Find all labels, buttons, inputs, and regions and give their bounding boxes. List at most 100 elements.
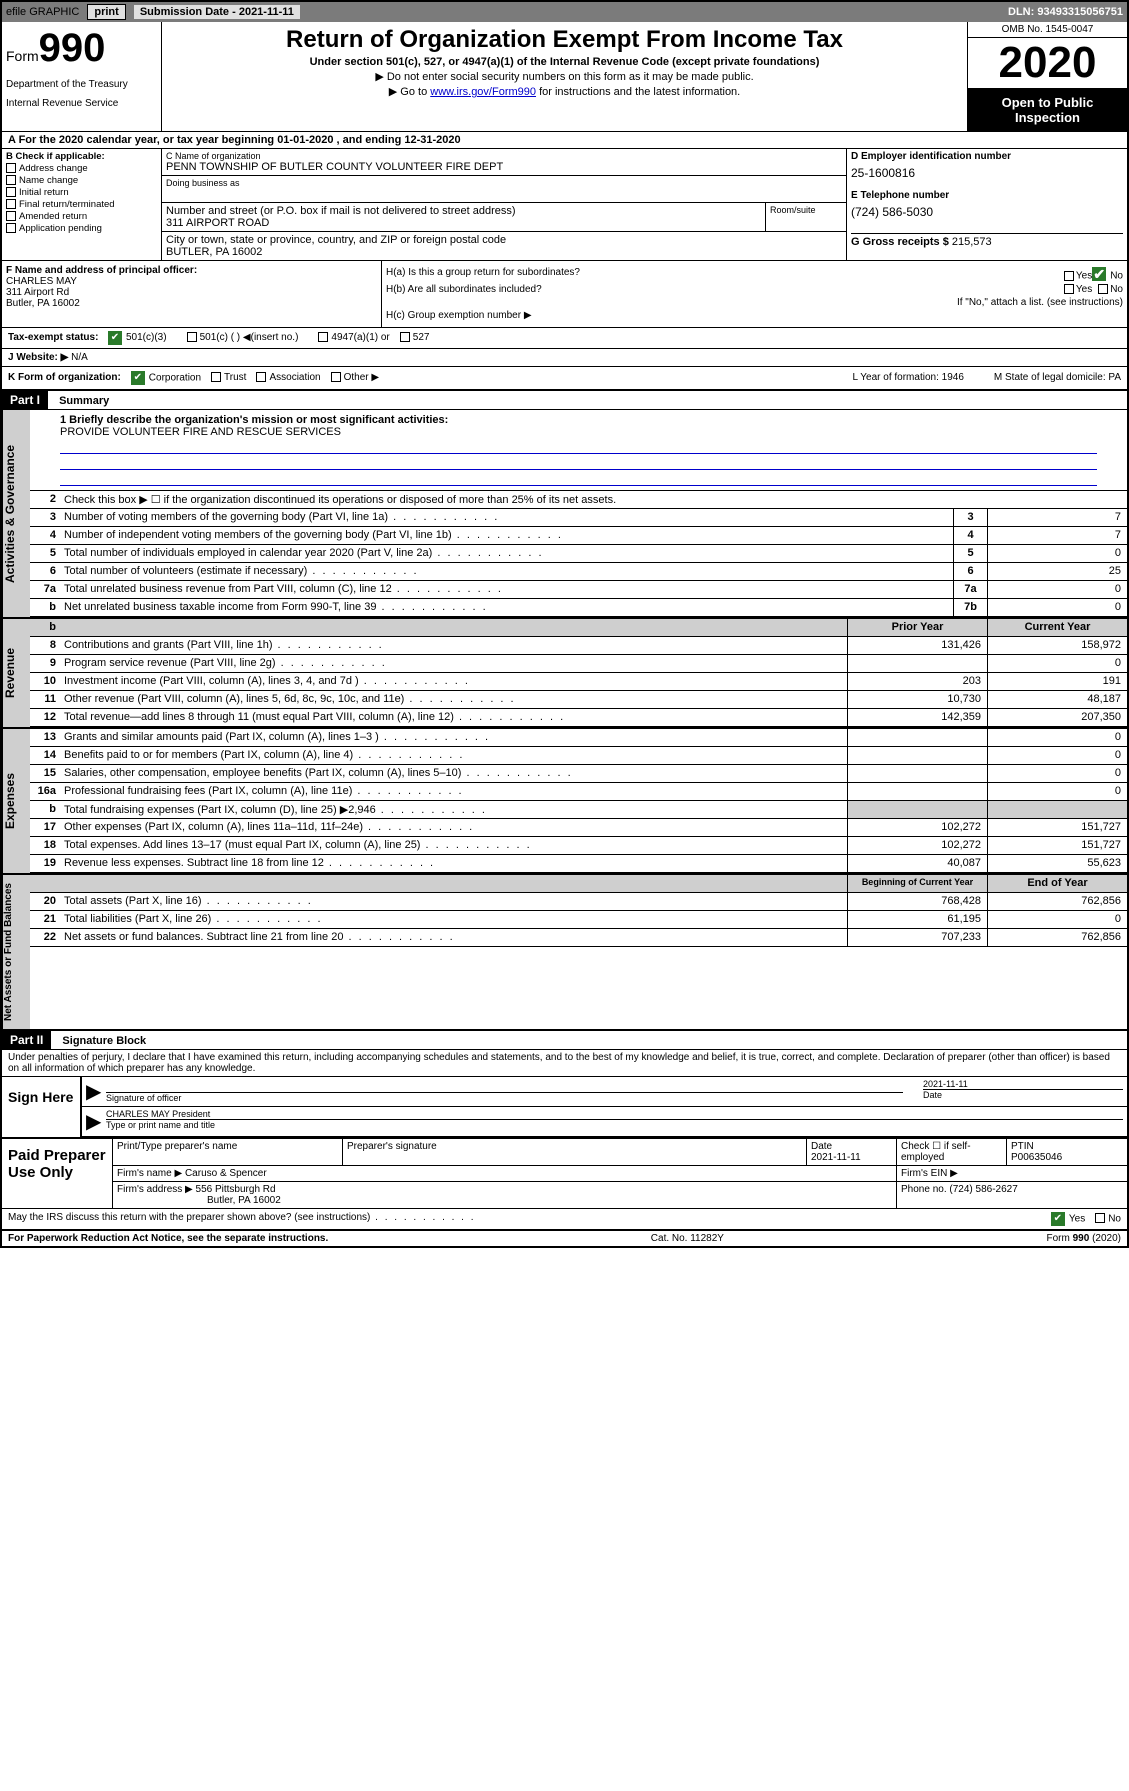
ein-value: 25-1600816 xyxy=(851,166,1123,180)
section-f: F Name and address of principal officer:… xyxy=(2,261,382,327)
org-name-label: C Name of organization xyxy=(166,151,842,161)
status-label: Tax-exempt status: xyxy=(8,332,108,343)
line-7a-text: Total unrelated business revenue from Pa… xyxy=(60,581,953,598)
line-b-value: 0 xyxy=(987,599,1127,616)
omb-number: OMB No. 1545-0047 xyxy=(968,22,1127,38)
print-button[interactable]: print xyxy=(87,4,125,20)
paid-preparer-label: Paid Preparer Use Only xyxy=(2,1139,112,1208)
k-assoc: Association xyxy=(269,372,320,383)
org-name: PENN TOWNSHIP OF BUTLER COUNTY VOLUNTEER… xyxy=(166,161,842,173)
mission-label: 1 Briefly describe the organization's mi… xyxy=(60,414,1097,426)
line-21-current: 0 xyxy=(987,911,1127,928)
line-7a-box: 7a xyxy=(953,581,987,598)
line-6-value: 25 xyxy=(987,563,1127,580)
line-18-current: 151,727 xyxy=(987,837,1127,854)
line-17-current: 151,727 xyxy=(987,819,1127,836)
open-inspection: Open to Public Inspection xyxy=(968,89,1127,131)
line-22-current: 762,856 xyxy=(987,929,1127,946)
perjury-declaration: Under penalties of perjury, I declare th… xyxy=(2,1050,1127,1077)
cb-amended-return[interactable]: Amended return xyxy=(6,211,157,222)
k-corp: Corporation xyxy=(149,372,201,383)
line-3-value: 7 xyxy=(987,509,1127,526)
status-501c3: 501(c)(3) xyxy=(126,332,167,343)
goto-line: ▶ Go to www.irs.gov/Form990 for instruct… xyxy=(170,85,959,98)
line-5-box: 5 xyxy=(953,545,987,562)
tel-value: (724) 586-5030 xyxy=(851,205,1123,219)
line-7a-value: 0 xyxy=(987,581,1127,598)
officer-addr1: 311 Airport Rd xyxy=(6,287,377,298)
line-13-text: Grants and similar amounts paid (Part IX… xyxy=(60,729,847,746)
title-cell: Return of Organization Exempt From Incom… xyxy=(162,22,967,131)
line-22-text: Net assets or fund balances. Subtract li… xyxy=(60,929,847,946)
prep-date: 2021-11-11 xyxy=(811,1152,861,1163)
goto-pre: ▶ Go to xyxy=(389,86,430,98)
line-13-prior xyxy=(847,729,987,746)
line-3-box: 3 xyxy=(953,509,987,526)
section-b-label: B Check if applicable: xyxy=(6,151,157,162)
line-19-text: Revenue less expenses. Subtract line 18 … xyxy=(60,855,847,872)
line-3-text: Number of voting members of the governin… xyxy=(60,509,953,526)
h-b-label: H(b) Are all subordinates included? xyxy=(386,284,542,295)
goto-post: for instructions and the latest informat… xyxy=(536,86,740,98)
form-subtitle: Under section 501(c), 527, or 4947(a)(1)… xyxy=(170,56,959,68)
line-9-text: Program service revenue (Part VIII, line… xyxy=(60,655,847,672)
line-10-prior: 203 xyxy=(847,673,987,690)
firm-name: Caruso & Spencer xyxy=(185,1168,267,1179)
tel-label: E Telephone number xyxy=(851,190,1123,201)
form-label: Form xyxy=(6,48,39,64)
section-c: C Name of organization PENN TOWNSHIP OF … xyxy=(162,149,847,260)
gross-receipts: 215,573 xyxy=(952,236,992,248)
line-14-prior xyxy=(847,747,987,764)
cb-address-change[interactable]: Address change xyxy=(6,163,157,174)
line-6-box: 6 xyxy=(953,563,987,580)
tax-period: A For the 2020 calendar year, or tax yea… xyxy=(2,132,1127,149)
prep-date-hdr: Date xyxy=(811,1141,832,1152)
line-15-text: Salaries, other compensation, employee b… xyxy=(60,765,847,782)
website-value: N/A xyxy=(71,352,88,363)
line-16a-prior xyxy=(847,783,987,800)
form-version: Form 990 (2020) xyxy=(1047,1233,1121,1244)
line-11-current: 48,187 xyxy=(987,691,1127,708)
ptin-label: PTIN xyxy=(1011,1141,1034,1152)
line-8-current: 158,972 xyxy=(987,637,1127,654)
net-assets-label: Net Assets or Fund Balances xyxy=(2,875,30,1029)
room-suite-label: Room/suite xyxy=(766,203,846,231)
sign-date-label: Date xyxy=(923,1090,1123,1100)
phone-label: Phone no. xyxy=(901,1184,947,1195)
part-1-header: Part I xyxy=(2,391,48,409)
addr-label: Number and street (or P.O. box if mail i… xyxy=(166,205,761,217)
city-state-zip: BUTLER, PA 16002 xyxy=(166,246,842,258)
k-other: Other ▶ xyxy=(344,372,379,383)
irs-link[interactable]: www.irs.gov/Form990 xyxy=(430,86,536,98)
k-row: K Form of organization: ✔Corporation Tru… xyxy=(2,367,1127,391)
section-d: D Employer identification number 25-1600… xyxy=(847,149,1127,260)
hdr-prior-year: Prior Year xyxy=(847,619,987,636)
cb-name-change[interactable]: Name change xyxy=(6,175,157,186)
efile-label: efile GRAPHIC xyxy=(6,6,79,18)
status-501c: 501(c) ( ) ◀(insert no.) xyxy=(200,332,299,343)
footer: For Paperwork Reduction Act Notice, see … xyxy=(2,1229,1127,1246)
mission-area: 1 Briefly describe the organization's mi… xyxy=(30,410,1127,491)
revenue-label: Revenue xyxy=(2,619,30,727)
line-20-current: 762,856 xyxy=(987,893,1127,910)
hdr-current-year: Current Year xyxy=(987,619,1127,636)
h-c-label: H(c) Group exemption number ▶ xyxy=(386,310,532,321)
dept-treasury: Department of the Treasury xyxy=(6,79,157,90)
street-address: 311 AIRPORT ROAD xyxy=(166,217,761,229)
line-14-text: Benefits paid to or for members (Part IX… xyxy=(60,747,847,764)
firm-addr-label: Firm's address ▶ xyxy=(117,1184,193,1195)
k-trust: Trust xyxy=(224,372,246,383)
submission-date: Submission Date - 2021-11-11 xyxy=(134,5,300,19)
gross-label: G Gross receipts $ xyxy=(851,236,949,248)
line-18-prior: 102,272 xyxy=(847,837,987,854)
ptin-value: P00635046 xyxy=(1011,1152,1062,1163)
expenses-label: Expenses xyxy=(2,729,30,873)
prep-name-hdr: Print/Type preparer's name xyxy=(113,1139,343,1165)
officer-label: F Name and address of principal officer: xyxy=(6,265,377,276)
cb-initial-return[interactable]: Initial return xyxy=(6,187,157,198)
ssn-notice: ▶ Do not enter social security numbers o… xyxy=(170,70,959,83)
cb-final-return[interactable]: Final return/terminated xyxy=(6,199,157,210)
line-b-text: Net unrelated business taxable income fr… xyxy=(60,599,953,616)
sig-officer-label: Signature of officer xyxy=(106,1093,903,1103)
cb-application-pending[interactable]: Application pending xyxy=(6,223,157,234)
